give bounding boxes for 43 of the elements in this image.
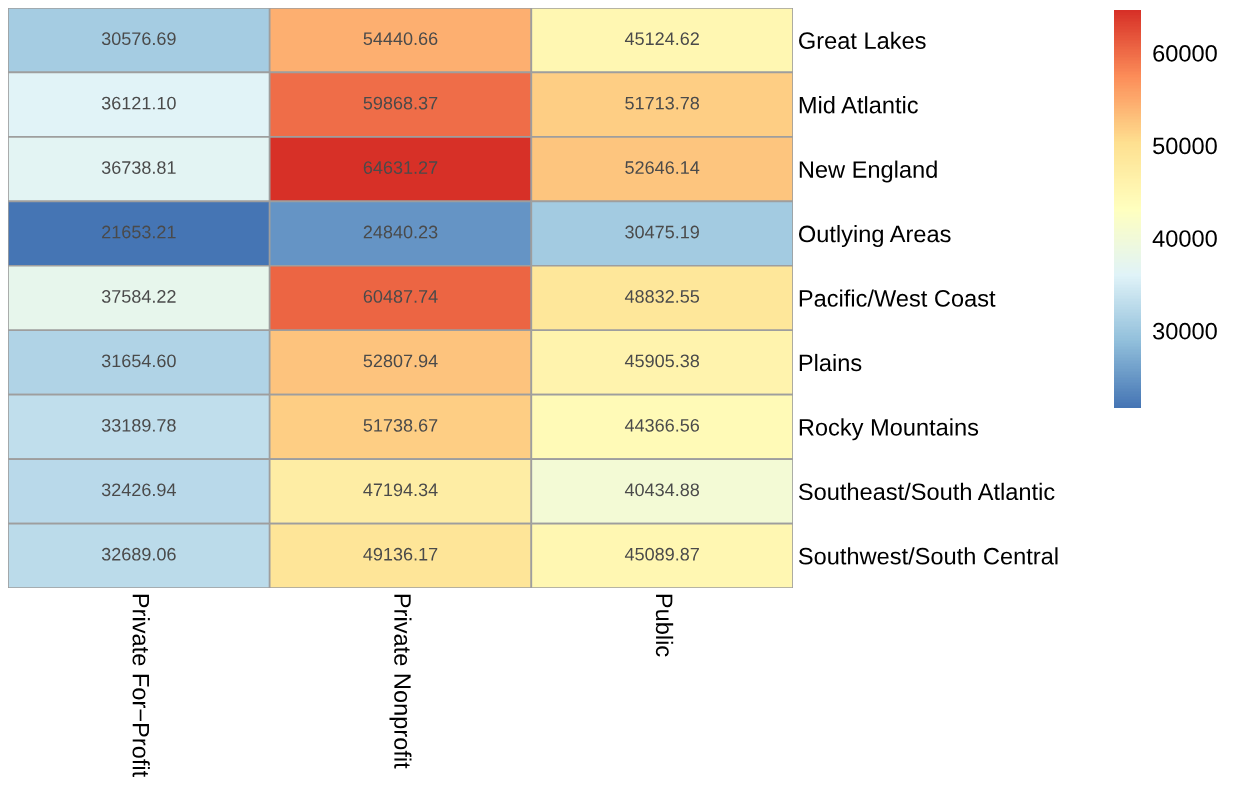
data-label: 51738.67 bbox=[363, 418, 438, 432]
x-tick-label: Private Nonprofit bbox=[389, 594, 412, 769]
data-label: 45089.87 bbox=[624, 547, 699, 561]
data-label: 32689.06 bbox=[101, 547, 176, 561]
y-tick-label: Rocky Mountains bbox=[799, 418, 979, 441]
data-label: 54440.66 bbox=[363, 32, 438, 46]
data-label: 36121.10 bbox=[101, 96, 176, 110]
y-tick-label: Outlying Areas bbox=[798, 225, 951, 248]
data-label: 24840.23 bbox=[363, 225, 438, 239]
y-tick-label: Pacific/West Coast bbox=[799, 289, 996, 307]
data-label: 49136.17 bbox=[363, 547, 438, 561]
data-label: 44366.56 bbox=[624, 418, 700, 432]
data-label: 45124.62 bbox=[624, 32, 699, 46]
data-label: 33189.78 bbox=[101, 418, 176, 432]
data-label: 45905.38 bbox=[624, 354, 700, 368]
data-label: 51713.78 bbox=[625, 96, 700, 110]
data-label: 40434.88 bbox=[624, 483, 700, 497]
color-bar-label: 40000 bbox=[1152, 230, 1217, 247]
data-label: 52807.94 bbox=[363, 354, 438, 368]
data-label: 37584.22 bbox=[101, 290, 176, 303]
data-label: 30576.69 bbox=[101, 32, 176, 46]
data-label: 32426.94 bbox=[101, 483, 176, 497]
x-tick-label: Private For−Profit bbox=[132, 594, 150, 778]
y-tick-label: Great Lakes bbox=[799, 31, 926, 50]
data-label: 30475.19 bbox=[625, 225, 699, 239]
data-label: 21653.21 bbox=[102, 225, 176, 239]
y-tick-label: New England bbox=[799, 160, 937, 183]
data-label: 64631.27 bbox=[363, 161, 438, 174]
y-tick-label: Southwest/South Central bbox=[798, 547, 1058, 565]
color-bar-label: 30000 bbox=[1153, 322, 1217, 340]
data-label: 52646.14 bbox=[625, 161, 700, 174]
data-label: 60487.74 bbox=[363, 290, 438, 303]
y-tick-label: Mid Atlantic bbox=[799, 96, 918, 114]
x-tick-label: Public bbox=[655, 594, 674, 657]
color-bar-label: 60000 bbox=[1153, 44, 1217, 62]
data-label: 59868.37 bbox=[363, 96, 438, 110]
y-tick-label: Plains bbox=[799, 353, 862, 372]
data-label: 48832.55 bbox=[624, 290, 700, 303]
color-bar-label: 50000 bbox=[1153, 137, 1217, 155]
data-label: 47194.34 bbox=[363, 483, 438, 497]
data-label: 31654.60 bbox=[101, 354, 176, 368]
y-tick-label: Southeast/South Atlantic bbox=[798, 482, 1055, 501]
data-label: 36738.81 bbox=[101, 161, 176, 174]
